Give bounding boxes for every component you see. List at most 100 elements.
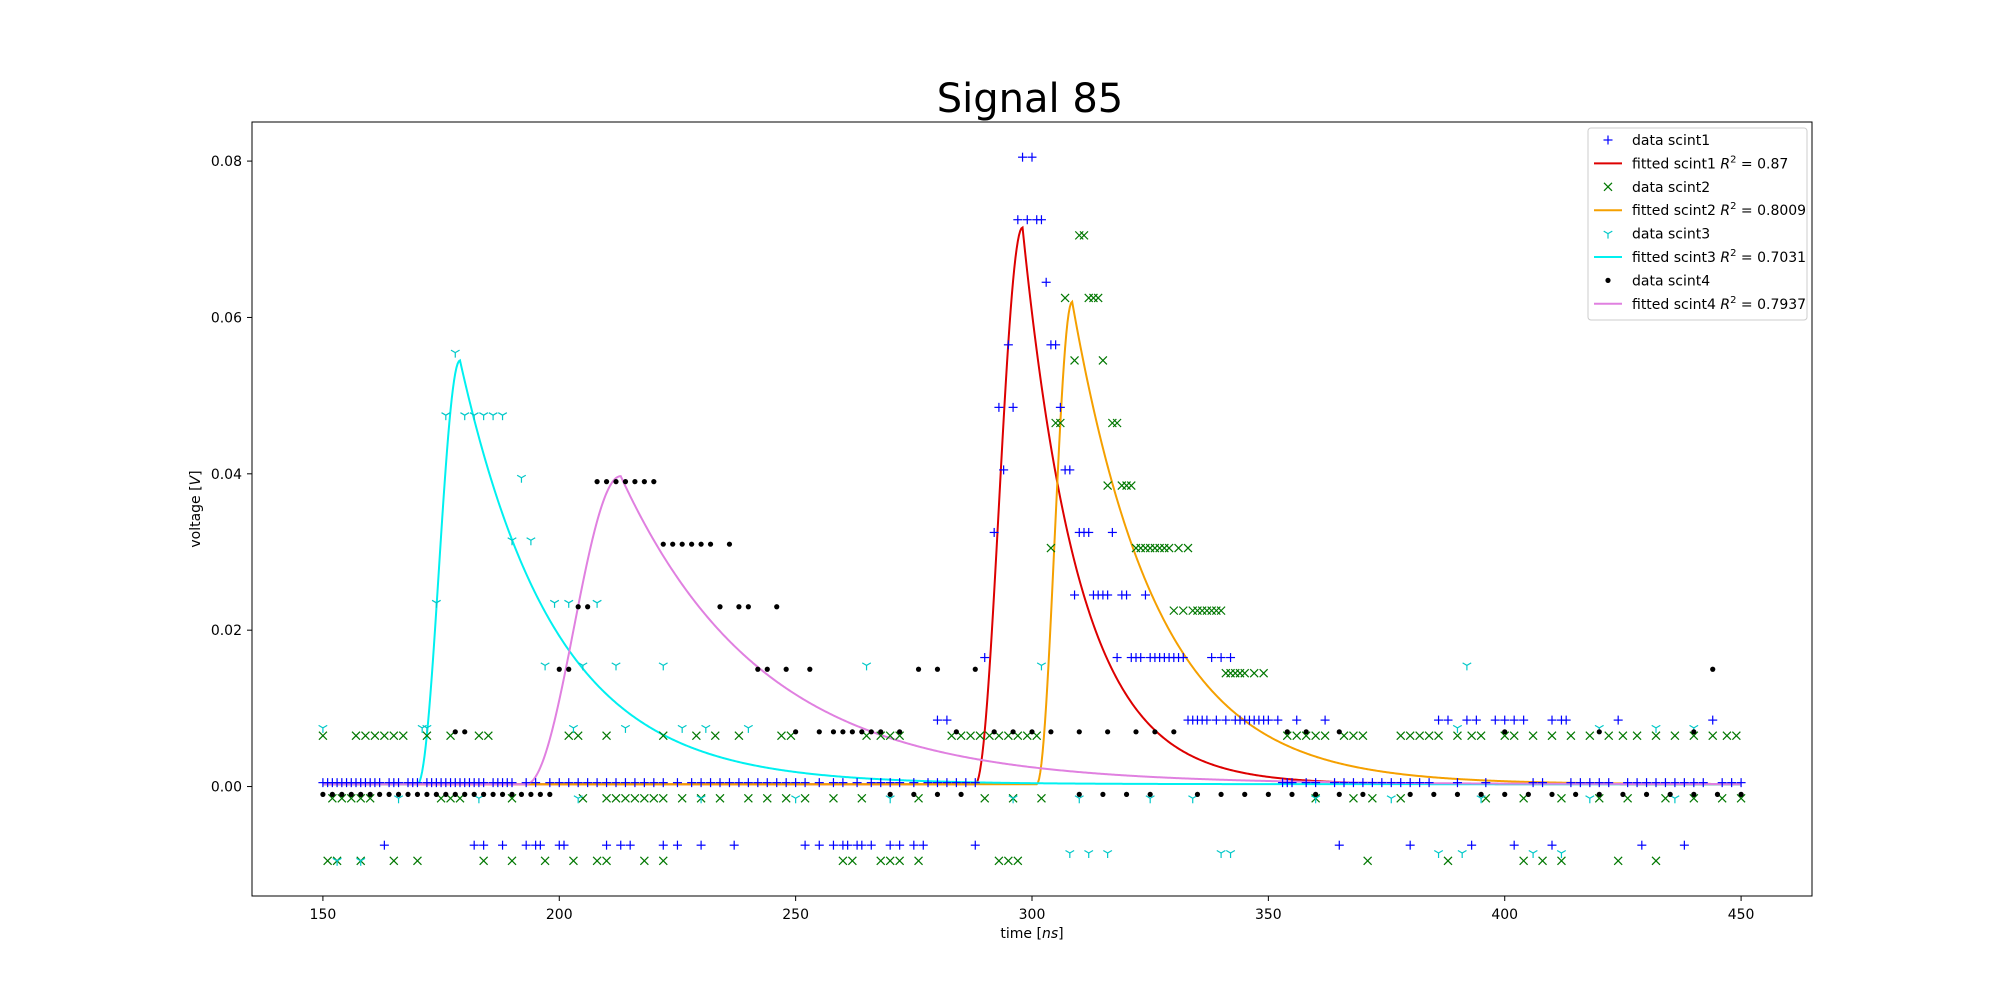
data-point-2 (734, 731, 744, 741)
data-point-0 (932, 715, 942, 725)
data-point-0 (1575, 778, 1585, 788)
data-point-6 (471, 791, 477, 797)
data-point-2 (1349, 793, 1358, 803)
data-point-0 (1604, 778, 1614, 788)
data-point-0 (1538, 778, 1548, 788)
data-point-2 (876, 731, 886, 741)
legend-item: data scint1 (1603, 133, 1710, 149)
data-point-0 (507, 778, 517, 788)
data-point-6 (329, 791, 335, 797)
data-point-2 (966, 731, 975, 741)
data-point-6 (830, 729, 837, 735)
data-point-2 (1174, 543, 1183, 553)
data-point-6 (499, 791, 506, 797)
data-point-2 (389, 856, 399, 866)
data-point-2 (1349, 731, 1358, 741)
data-point-0 (1660, 778, 1670, 788)
data-point-2 (1708, 731, 1718, 741)
x-tick-label: 300 (1019, 907, 1046, 923)
data-point-2 (1651, 731, 1661, 741)
data-point-0 (1018, 152, 1028, 162)
legend-item: fitted scint4 R2 = 0.7937 (1594, 295, 1806, 313)
data-point-0 (1727, 778, 1737, 788)
data-point-2 (1216, 606, 1226, 616)
data-point-6 (1336, 791, 1342, 797)
data-point-6 (1525, 791, 1531, 797)
data-point-0 (1070, 590, 1080, 600)
data-point-0 (479, 840, 489, 850)
y-tick-label: 0.08 (211, 154, 242, 170)
data-point-2 (914, 856, 923, 866)
data-point-0 (724, 778, 734, 788)
data-point-0 (1226, 653, 1236, 663)
data-point-4 (1670, 795, 1680, 804)
data-point-0 (531, 778, 541, 788)
data-point-2 (1566, 731, 1576, 741)
data-point-2 (1221, 668, 1231, 678)
data-point-0 (876, 778, 886, 788)
x-tick-label: 350 (1255, 907, 1282, 923)
data-point-2 (1528, 731, 1538, 741)
data-point-0 (1112, 653, 1122, 663)
legend-item: fitted scint1 R2 = 0.87 (1594, 154, 1788, 172)
data-point-2 (1557, 793, 1566, 803)
data-point-6 (1360, 791, 1366, 797)
data-point-6 (547, 791, 553, 797)
data-point-2 (691, 731, 701, 741)
data-point-6 (339, 791, 345, 797)
data-point-4 (1225, 849, 1236, 858)
data-point-4 (1433, 849, 1444, 858)
data-point-6 (745, 604, 751, 610)
data-point-0 (1528, 778, 1538, 788)
data-point-2 (1136, 543, 1146, 553)
data-point-2 (1211, 606, 1221, 616)
data-point-2 (895, 731, 905, 741)
data-point-0 (781, 778, 791, 788)
data-point-2 (781, 793, 791, 803)
data-point-0 (1301, 778, 1311, 788)
data-point-0 (800, 778, 810, 788)
data-point-0 (1027, 152, 1037, 162)
data-point-2 (1500, 731, 1510, 741)
data-point-2 (602, 856, 611, 866)
data-point-2 (1013, 856, 1023, 866)
data-point-0 (1637, 840, 1647, 850)
data-point-0 (1490, 715, 1500, 725)
data-point-2 (980, 793, 990, 803)
data-point-0 (1405, 840, 1415, 850)
data-point-2 (975, 731, 985, 741)
data-point-0 (521, 778, 531, 788)
data-point-2 (1320, 731, 1330, 741)
data-point-6 (452, 791, 458, 797)
data-point-4 (696, 795, 706, 804)
legend-label: data scint2 (1632, 180, 1710, 196)
data-point-2 (573, 731, 583, 741)
data-point-6 (1431, 791, 1437, 797)
data-point-2 (1055, 418, 1065, 428)
data-point-0 (1708, 715, 1718, 725)
data-point-0 (1377, 778, 1387, 788)
data-point-6 (481, 791, 487, 797)
data-point-0 (1107, 527, 1117, 537)
data-point-0 (1263, 715, 1273, 725)
data-point-0 (932, 778, 942, 788)
data-point-6 (603, 479, 610, 485)
data-point-0 (545, 778, 555, 788)
data-point-0 (1320, 715, 1330, 725)
data-point-6 (537, 791, 543, 797)
data-point-0 (1273, 715, 1283, 725)
data-point-0 (734, 778, 744, 788)
data-point-2 (1722, 731, 1732, 741)
x-tick-label: 400 (1491, 907, 1518, 923)
data-point-0 (1003, 340, 1013, 350)
data-point-6 (622, 479, 629, 485)
data-point-6 (1549, 791, 1555, 797)
data-point-2 (1159, 543, 1169, 553)
data-point-2 (1415, 731, 1425, 741)
data-point-2 (777, 731, 786, 741)
data-point-4 (431, 599, 441, 608)
fit-curve-3 (322, 299, 1742, 786)
data-point-6 (934, 791, 941, 797)
data-point-2 (994, 856, 1004, 866)
data-point-4 (1036, 662, 1047, 671)
